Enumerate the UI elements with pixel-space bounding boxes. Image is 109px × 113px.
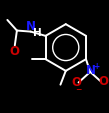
Text: O: O [9, 44, 19, 57]
Text: −: − [75, 84, 81, 93]
Text: O: O [98, 75, 108, 88]
Text: H: H [33, 28, 41, 38]
Text: N: N [86, 63, 96, 76]
Text: O: O [71, 76, 81, 89]
Text: +: + [93, 61, 99, 70]
Text: N: N [26, 20, 36, 33]
